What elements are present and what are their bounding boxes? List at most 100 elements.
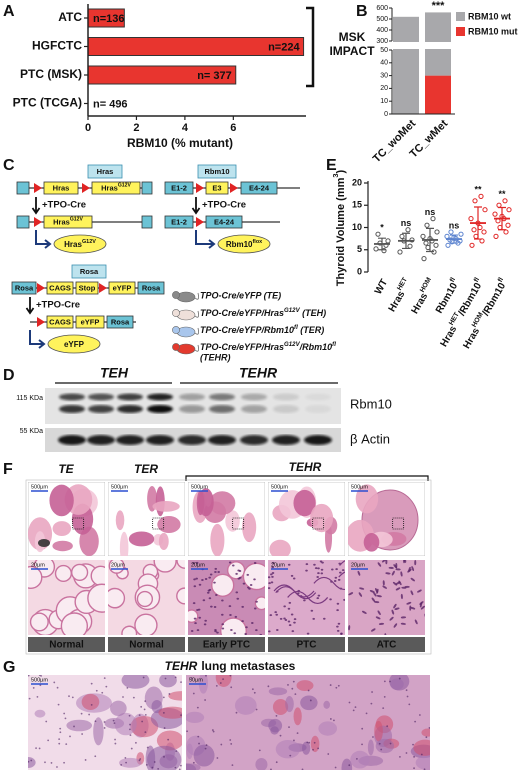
tissue xyxy=(293,489,316,517)
inset-box xyxy=(232,517,245,530)
nucleus xyxy=(358,592,363,597)
data-point xyxy=(478,193,484,199)
tissue xyxy=(296,680,314,691)
nucleus xyxy=(229,739,232,741)
sd-whisker xyxy=(450,234,458,244)
panel-title: TEHR lung metastases xyxy=(165,659,296,673)
n-label: n= 377 xyxy=(197,70,232,82)
nucleus xyxy=(231,764,234,767)
panel-letter: F xyxy=(3,461,13,478)
nucleus xyxy=(384,633,387,635)
nucleus xyxy=(383,680,386,683)
n-label: n= 496 xyxy=(93,98,128,110)
nucleus xyxy=(253,561,257,564)
nucleus xyxy=(296,732,299,735)
nucleus xyxy=(195,561,199,564)
nucleus xyxy=(64,717,67,720)
sd-whisker xyxy=(474,206,482,240)
nucleus xyxy=(255,600,258,603)
data-point xyxy=(503,229,509,235)
nucleus xyxy=(175,750,178,752)
nucleus xyxy=(146,746,149,749)
nucleus xyxy=(59,731,62,734)
nucleus xyxy=(157,767,160,770)
superscript: fl xyxy=(497,277,505,284)
text-segment: ) xyxy=(335,169,347,173)
nucleus xyxy=(211,729,214,731)
tile-bg xyxy=(268,560,345,635)
nucleus xyxy=(305,569,308,572)
text-segment: /Rbm10 xyxy=(480,281,508,318)
inset-box xyxy=(72,517,85,530)
blot-band xyxy=(147,393,173,401)
product-label: HrasG12V xyxy=(64,239,96,249)
nucleus xyxy=(219,682,222,684)
y-tick-label: 300 xyxy=(376,38,388,45)
nucleus xyxy=(221,599,224,602)
group-bracket xyxy=(185,475,429,481)
nucleus xyxy=(214,567,218,570)
superscript: fl xyxy=(449,277,457,284)
nucleus xyxy=(371,597,376,602)
nucleus xyxy=(144,731,147,733)
nucleus xyxy=(142,676,145,679)
nucleus xyxy=(380,748,383,751)
blot-band xyxy=(117,405,143,413)
follicle xyxy=(211,573,235,597)
tissue xyxy=(66,719,93,732)
group-label: TEHR xyxy=(239,365,278,381)
tissue xyxy=(110,700,127,717)
nucleus xyxy=(196,609,199,612)
follicle xyxy=(90,565,105,587)
nucleus xyxy=(287,620,291,623)
group-label: TE xyxy=(58,462,74,476)
blot-band xyxy=(273,405,299,413)
nucleus xyxy=(63,712,66,715)
nucleus xyxy=(222,678,224,681)
gene-label: Stop xyxy=(79,283,96,292)
nucleus xyxy=(317,594,321,597)
tissue xyxy=(158,532,169,551)
nucleus xyxy=(167,738,170,741)
tissue xyxy=(186,763,201,770)
blot-band xyxy=(179,405,205,413)
nucleus xyxy=(339,571,342,574)
text-segment: Hras xyxy=(53,217,70,226)
tissue-image xyxy=(268,482,345,556)
nucleus xyxy=(124,756,127,759)
significance-label: ** xyxy=(498,189,506,199)
loxp-site xyxy=(34,183,42,193)
blot-band xyxy=(117,393,143,401)
significance-label: ns xyxy=(401,218,412,228)
nucleus xyxy=(90,703,93,706)
nucleus xyxy=(373,592,377,597)
nucleus xyxy=(291,630,295,633)
nucleus xyxy=(414,720,417,723)
nucleus xyxy=(213,581,216,584)
nucleus xyxy=(310,609,314,612)
tissue-image xyxy=(348,482,425,556)
nucleus xyxy=(409,605,412,611)
nucleus xyxy=(410,577,415,582)
tissue xyxy=(318,721,338,736)
blot-band xyxy=(272,435,300,445)
nucleus xyxy=(120,763,123,766)
superscript: fl xyxy=(294,324,298,331)
nucleus xyxy=(201,578,204,581)
mouse-head xyxy=(172,326,180,334)
text-segment: Hras xyxy=(438,324,459,349)
nucleus xyxy=(382,585,387,589)
nucleus xyxy=(322,617,326,620)
nucleus xyxy=(186,730,188,733)
nucleus xyxy=(128,714,131,717)
nucleus xyxy=(301,768,304,770)
nucleus xyxy=(348,764,351,767)
nucleus xyxy=(395,568,401,571)
nucleus xyxy=(140,705,143,708)
nucleus xyxy=(385,560,388,565)
nucleus xyxy=(313,563,316,566)
nucleus xyxy=(316,575,319,578)
nucleus xyxy=(267,685,270,688)
follicle xyxy=(54,564,72,583)
nucleus xyxy=(208,597,212,600)
